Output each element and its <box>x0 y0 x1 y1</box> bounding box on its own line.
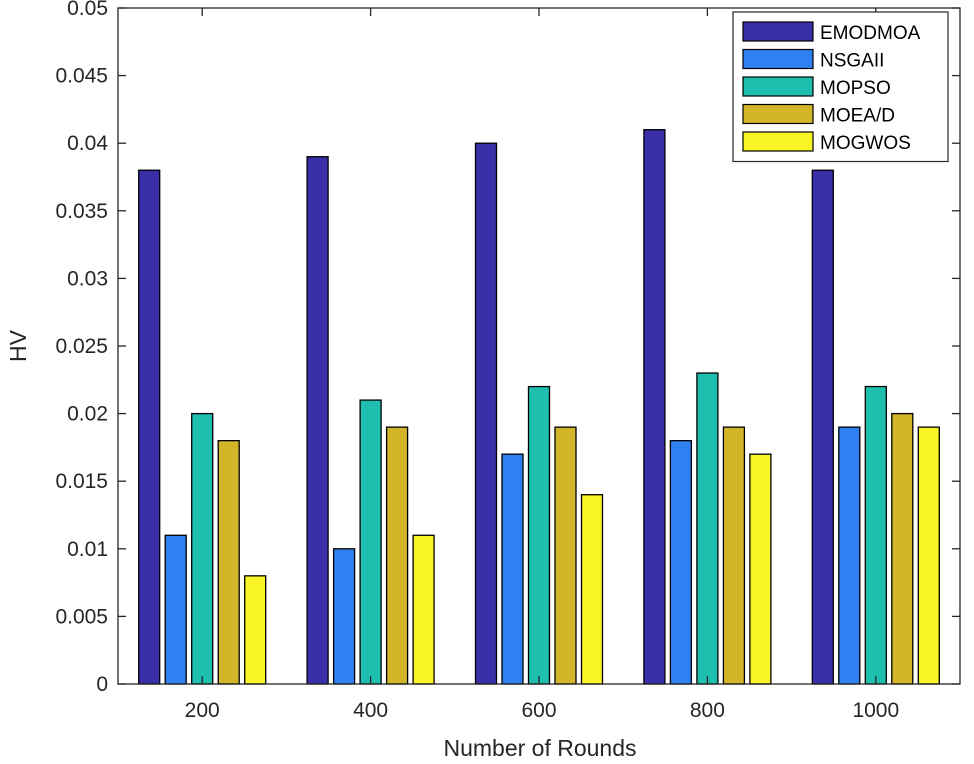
bar-moead-400 <box>385 426 409 685</box>
x-tick-label: 400 <box>353 699 388 722</box>
bar-emodmoa-600 <box>474 142 498 685</box>
y-tick-label: 0.05 <box>67 0 108 20</box>
plot-frame <box>117 7 961 685</box>
bar-emodmoa-400 <box>306 156 329 685</box>
bar-mogwos-1000 <box>917 426 940 685</box>
x-tick-label: 800 <box>690 699 725 722</box>
legend-label: NSGAII <box>820 51 884 72</box>
x-axis-title: Number of Rounds <box>443 735 636 761</box>
bar-moead-200 <box>217 439 240 685</box>
legend-swatch-emodmoa <box>742 21 814 42</box>
legend: EMODMOA NSGAII MOPSO MOEA/D MOGWOS <box>732 11 949 163</box>
bar-nsgaii-600 <box>501 453 524 685</box>
y-tick-label: 0.03 <box>67 267 108 290</box>
bar-moead-800 <box>722 426 746 685</box>
bar-emodmoa-1000 <box>811 169 834 685</box>
bar-moead-1000 <box>891 412 914 685</box>
x-tick-label: 200 <box>185 699 220 722</box>
legend-label: EMODMOA <box>820 23 921 44</box>
y-tick-label: 0.005 <box>55 605 108 628</box>
bar-nsgaii-400 <box>332 548 356 685</box>
bar-mopso-200 <box>191 412 214 685</box>
y-tick-label: 0.045 <box>55 65 108 88</box>
bar-emodmoa-200 <box>138 169 161 685</box>
y-tick-label: 0.02 <box>67 403 108 426</box>
y-tick-label: 0.035 <box>55 200 108 223</box>
bar-nsgaii-800 <box>669 439 693 685</box>
y-tick-label: 0.015 <box>55 470 108 493</box>
bar-mogwos-600 <box>580 494 604 685</box>
y-tick-label: 0 <box>96 673 108 696</box>
y-axis-title: HV <box>5 329 31 362</box>
y-tick-label: 0.025 <box>55 335 108 358</box>
bar-emodmoa-800 <box>643 129 666 685</box>
y-tick-label: 0.04 <box>67 132 108 155</box>
y-axis-ticks: 0 0.005 0.01 0.015 0.02 0.025 0.03 0.035 0.04 0.0… <box>55 0 960 696</box>
bar-mopso-800 <box>696 372 719 685</box>
bar-mopso-600 <box>527 385 551 685</box>
x-tick-label: 600 <box>521 699 556 722</box>
x-axis-ticks: 200 400 600 800 1000 <box>185 8 899 722</box>
legend-label: MOGWOS <box>820 133 911 154</box>
bar-mopso-1000 <box>864 385 887 685</box>
bar-mogwos-400 <box>412 534 435 685</box>
bar-nsgaii-200 <box>164 534 187 685</box>
bar-mogwos-200 <box>244 575 267 685</box>
legend-swatch-mogwos <box>742 131 814 152</box>
bar-mogwos-800 <box>749 453 772 685</box>
legend-swatch-moead <box>742 103 814 125</box>
bar-mopso-400 <box>359 399 382 685</box>
legend-swatch-nsgaii <box>742 48 814 70</box>
x-tick-label: 1000 <box>852 699 899 722</box>
legend-swatch-mopso <box>742 76 814 97</box>
bars-group <box>138 129 940 685</box>
bar-nsgaii-1000 <box>838 426 861 685</box>
legend-label: MOEA/D <box>820 106 895 127</box>
legend-label: MOPSO <box>820 78 891 99</box>
bar-moead-600 <box>554 426 577 685</box>
y-tick-label: 0.01 <box>67 538 108 561</box>
